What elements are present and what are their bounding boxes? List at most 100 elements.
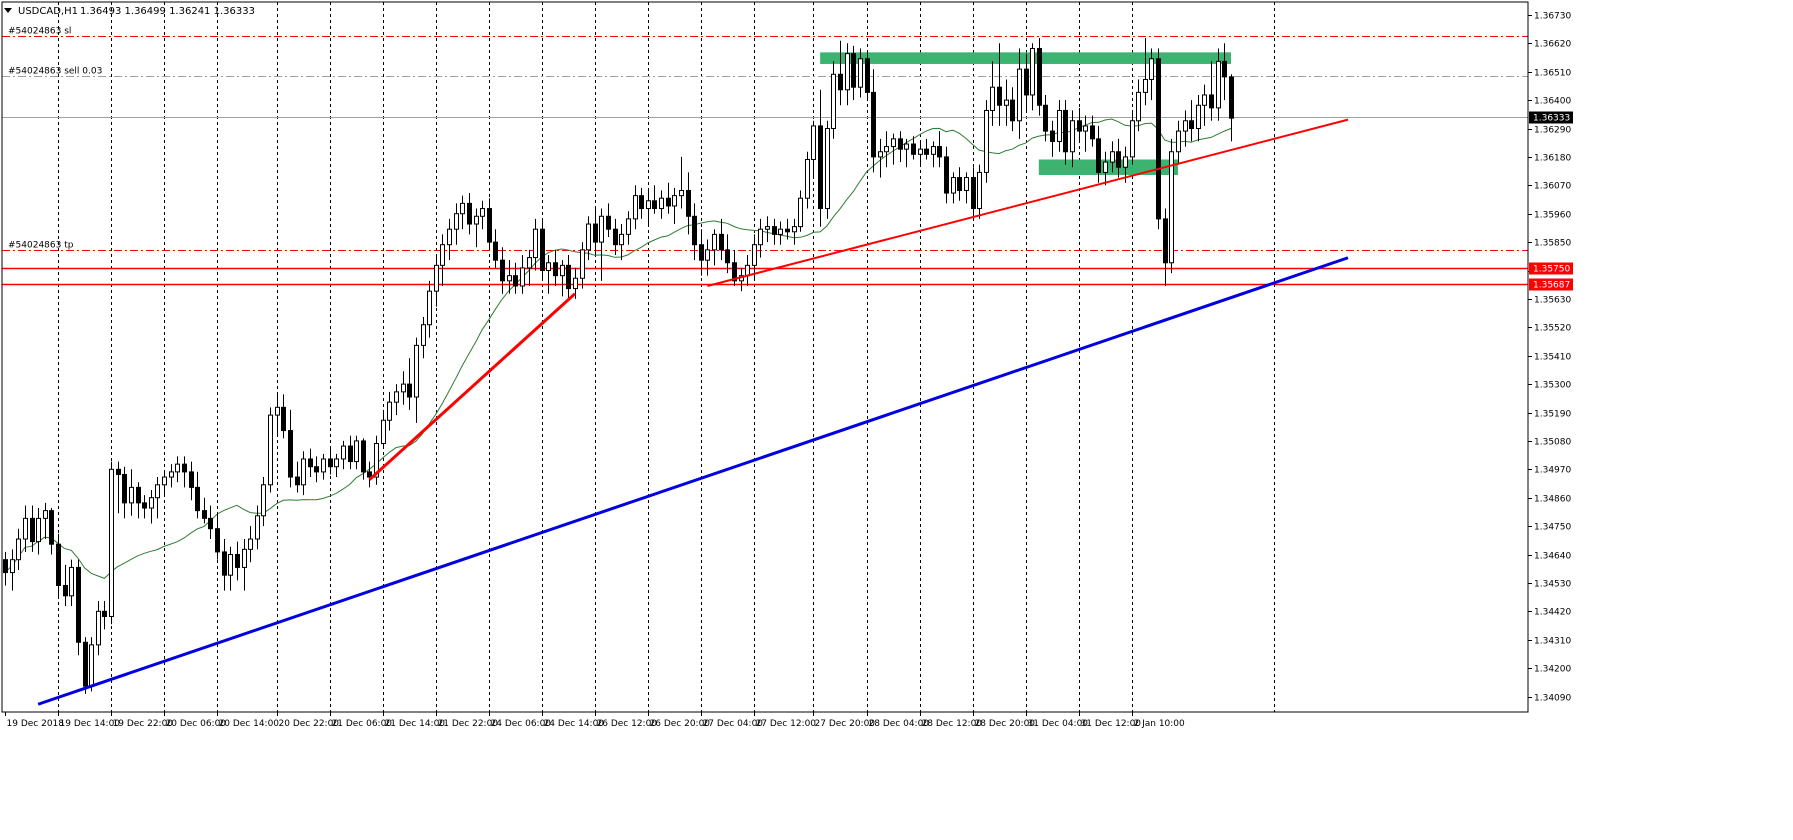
candle [348, 435, 353, 470]
candle [1010, 87, 1015, 132]
y-tick-label: 1.34420 [1534, 608, 1571, 618]
candle [89, 637, 94, 692]
order-label: #54024863 sl [8, 27, 71, 37]
candle [1004, 79, 1009, 126]
candle [387, 391, 392, 431]
candle [1043, 94, 1048, 142]
candle [242, 539, 247, 591]
candle [811, 120, 816, 178]
candle [1156, 48, 1161, 230]
candle-body-up [1123, 156, 1128, 168]
candle [96, 600, 101, 656]
candle-body-down [30, 517, 35, 543]
candle [182, 456, 187, 488]
candle-body-up [341, 445, 346, 460]
candle-body-down [215, 528, 220, 553]
candle-body-up [69, 566, 74, 597]
candle [951, 172, 956, 204]
candle [1196, 94, 1201, 142]
candle-body-up [811, 125, 816, 160]
candle [858, 48, 863, 98]
y-tick-label: 1.36730 [1534, 12, 1571, 22]
candle-body-up [990, 86, 995, 111]
x-tick-label: 20 Dec 14:00 [219, 719, 280, 729]
chevron-down-icon[interactable] [4, 8, 12, 13]
candle-body-up [931, 146, 936, 155]
candle-body-down [208, 517, 213, 530]
candle-body-down [288, 430, 293, 478]
candle [924, 138, 929, 160]
candle [1116, 138, 1121, 178]
candle [984, 100, 989, 183]
candle-body-down [725, 249, 730, 264]
candle [904, 138, 909, 168]
candle-body-down [142, 502, 147, 509]
candle [818, 89, 823, 227]
x-tick-label: 19 Dec 22:00 [113, 719, 174, 729]
order-label: #54024863 tp [8, 241, 74, 251]
candle [308, 448, 313, 478]
candle-body-up [977, 171, 982, 210]
support-zone [1038, 159, 1178, 175]
x-tick-label: 26 Dec 12:00 [597, 719, 658, 729]
candle-body-down [467, 202, 472, 225]
candle-body-down [1010, 99, 1015, 122]
y-tick-label: 1.34090 [1534, 694, 1571, 704]
candle-body-up [394, 391, 399, 403]
candle-body-up [36, 517, 41, 543]
candle [407, 358, 412, 410]
candle [149, 489, 154, 524]
x-tick-label: 26 Dec 20:00 [650, 719, 711, 729]
candle [593, 208, 598, 256]
candle-body-up [261, 484, 266, 517]
candle-body-down [937, 146, 942, 158]
candle-body-down [1156, 58, 1161, 220]
candle-body-down [838, 73, 843, 91]
candle [606, 203, 611, 237]
candle-body-down [56, 543, 61, 586]
candle [228, 546, 233, 591]
candle-body-down [407, 383, 412, 398]
candle [301, 451, 306, 496]
candle [1024, 53, 1029, 111]
candle [288, 409, 293, 488]
candle [785, 218, 790, 240]
candle-body-up [96, 610, 101, 646]
candle [454, 203, 459, 245]
candle-body-up [546, 262, 551, 272]
candle-body-down [76, 566, 81, 643]
candle [434, 255, 439, 307]
candle-body-up [43, 510, 48, 519]
candle [248, 526, 253, 563]
candle [884, 131, 889, 168]
candle-body-up [951, 177, 956, 194]
candle-body-down [487, 208, 492, 243]
candle [990, 61, 995, 126]
candle-body-up [1202, 94, 1207, 106]
candle-body-down [122, 473, 127, 504]
candle [49, 508, 54, 555]
symbol-label: USDCAD,H1 [18, 6, 78, 17]
candle-body-up [765, 226, 770, 230]
price-axis: 1.36730 1.36620 1.36510 1.36400 1.36290 1.361… [1, 1, 1573, 713]
candle-body-down [772, 226, 777, 235]
candle [599, 208, 604, 281]
candle [208, 505, 213, 540]
candle-body-up [778, 228, 783, 235]
x-tick-label: 27 Dec 04:00 [703, 719, 764, 729]
chart-header: USDCAD,H1 1.36493 1.36499 1.36241 1.3633… [4, 6, 255, 17]
candle [222, 539, 227, 591]
y-tick-label: 1.35190 [1534, 410, 1571, 420]
candle [911, 136, 916, 160]
candle-body-up [1130, 120, 1135, 158]
candle [69, 559, 74, 607]
candle [321, 453, 326, 480]
candle-body-up [155, 484, 160, 499]
candle-body-up [1103, 161, 1108, 173]
candle [63, 564, 68, 607]
candle-body-down [49, 510, 54, 545]
candle-body-up [387, 401, 392, 421]
candle-body-up [679, 189, 684, 197]
